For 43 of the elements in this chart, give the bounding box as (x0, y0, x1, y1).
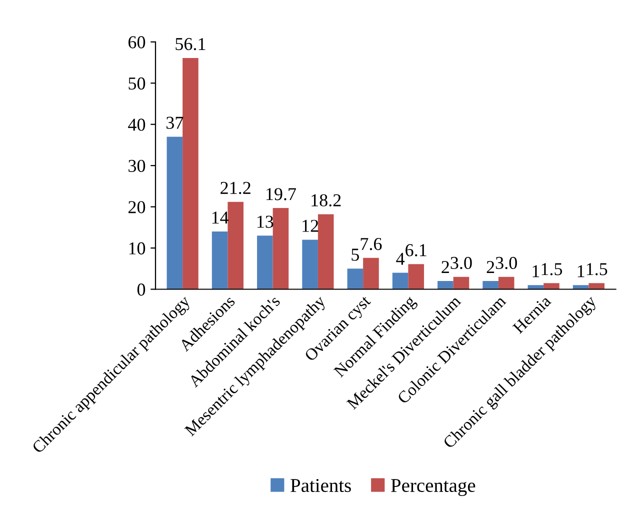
bar (212, 232, 228, 290)
data-label: 1 (532, 265, 540, 278)
bar (228, 202, 244, 290)
bar (182, 58, 198, 290)
bar (588, 283, 604, 290)
data-label: 2 (442, 261, 449, 273)
bar (453, 276, 470, 290)
y-tick-label: 30 (128, 160, 146, 172)
bar (438, 281, 454, 290)
data-label: 4 (396, 252, 405, 265)
bar (166, 136, 183, 290)
bar (408, 264, 424, 290)
bar (498, 276, 514, 290)
data-label: 21.2 (220, 182, 250, 194)
bar (318, 214, 334, 290)
bar (257, 236, 273, 290)
y-tick-label: 60 (128, 36, 146, 48)
y-tick-label: 20 (128, 201, 146, 214)
bar (272, 208, 289, 290)
bar (347, 268, 364, 290)
bar (302, 240, 318, 290)
bar (482, 281, 498, 290)
y-tick-label: 40 (128, 118, 146, 131)
data-label: 18.2 (312, 194, 341, 206)
data-label: 1.5 (586, 263, 608, 276)
legend-label: Percentage (391, 479, 476, 496)
data-label: 2 (486, 261, 494, 273)
y-tick-label: 50 (128, 77, 146, 90)
y-tick-label: 10 (129, 242, 146, 254)
data-label: 7.6 (360, 238, 382, 250)
data-label: 56.1 (176, 38, 206, 50)
y-tick-label: 0 (137, 284, 146, 296)
data-label: 3.0 (496, 256, 517, 270)
data-label: 1.5 (542, 263, 562, 276)
legend-label: Patients (290, 478, 351, 492)
data-label: 19.7 (266, 188, 296, 200)
bar (363, 258, 379, 290)
data-label: 6.1 (406, 244, 426, 256)
bar (544, 283, 560, 290)
data-label: 1 (578, 265, 584, 278)
bar (392, 272, 408, 290)
data-label: 3.0 (450, 256, 472, 270)
data-label: 5 (352, 248, 359, 261)
